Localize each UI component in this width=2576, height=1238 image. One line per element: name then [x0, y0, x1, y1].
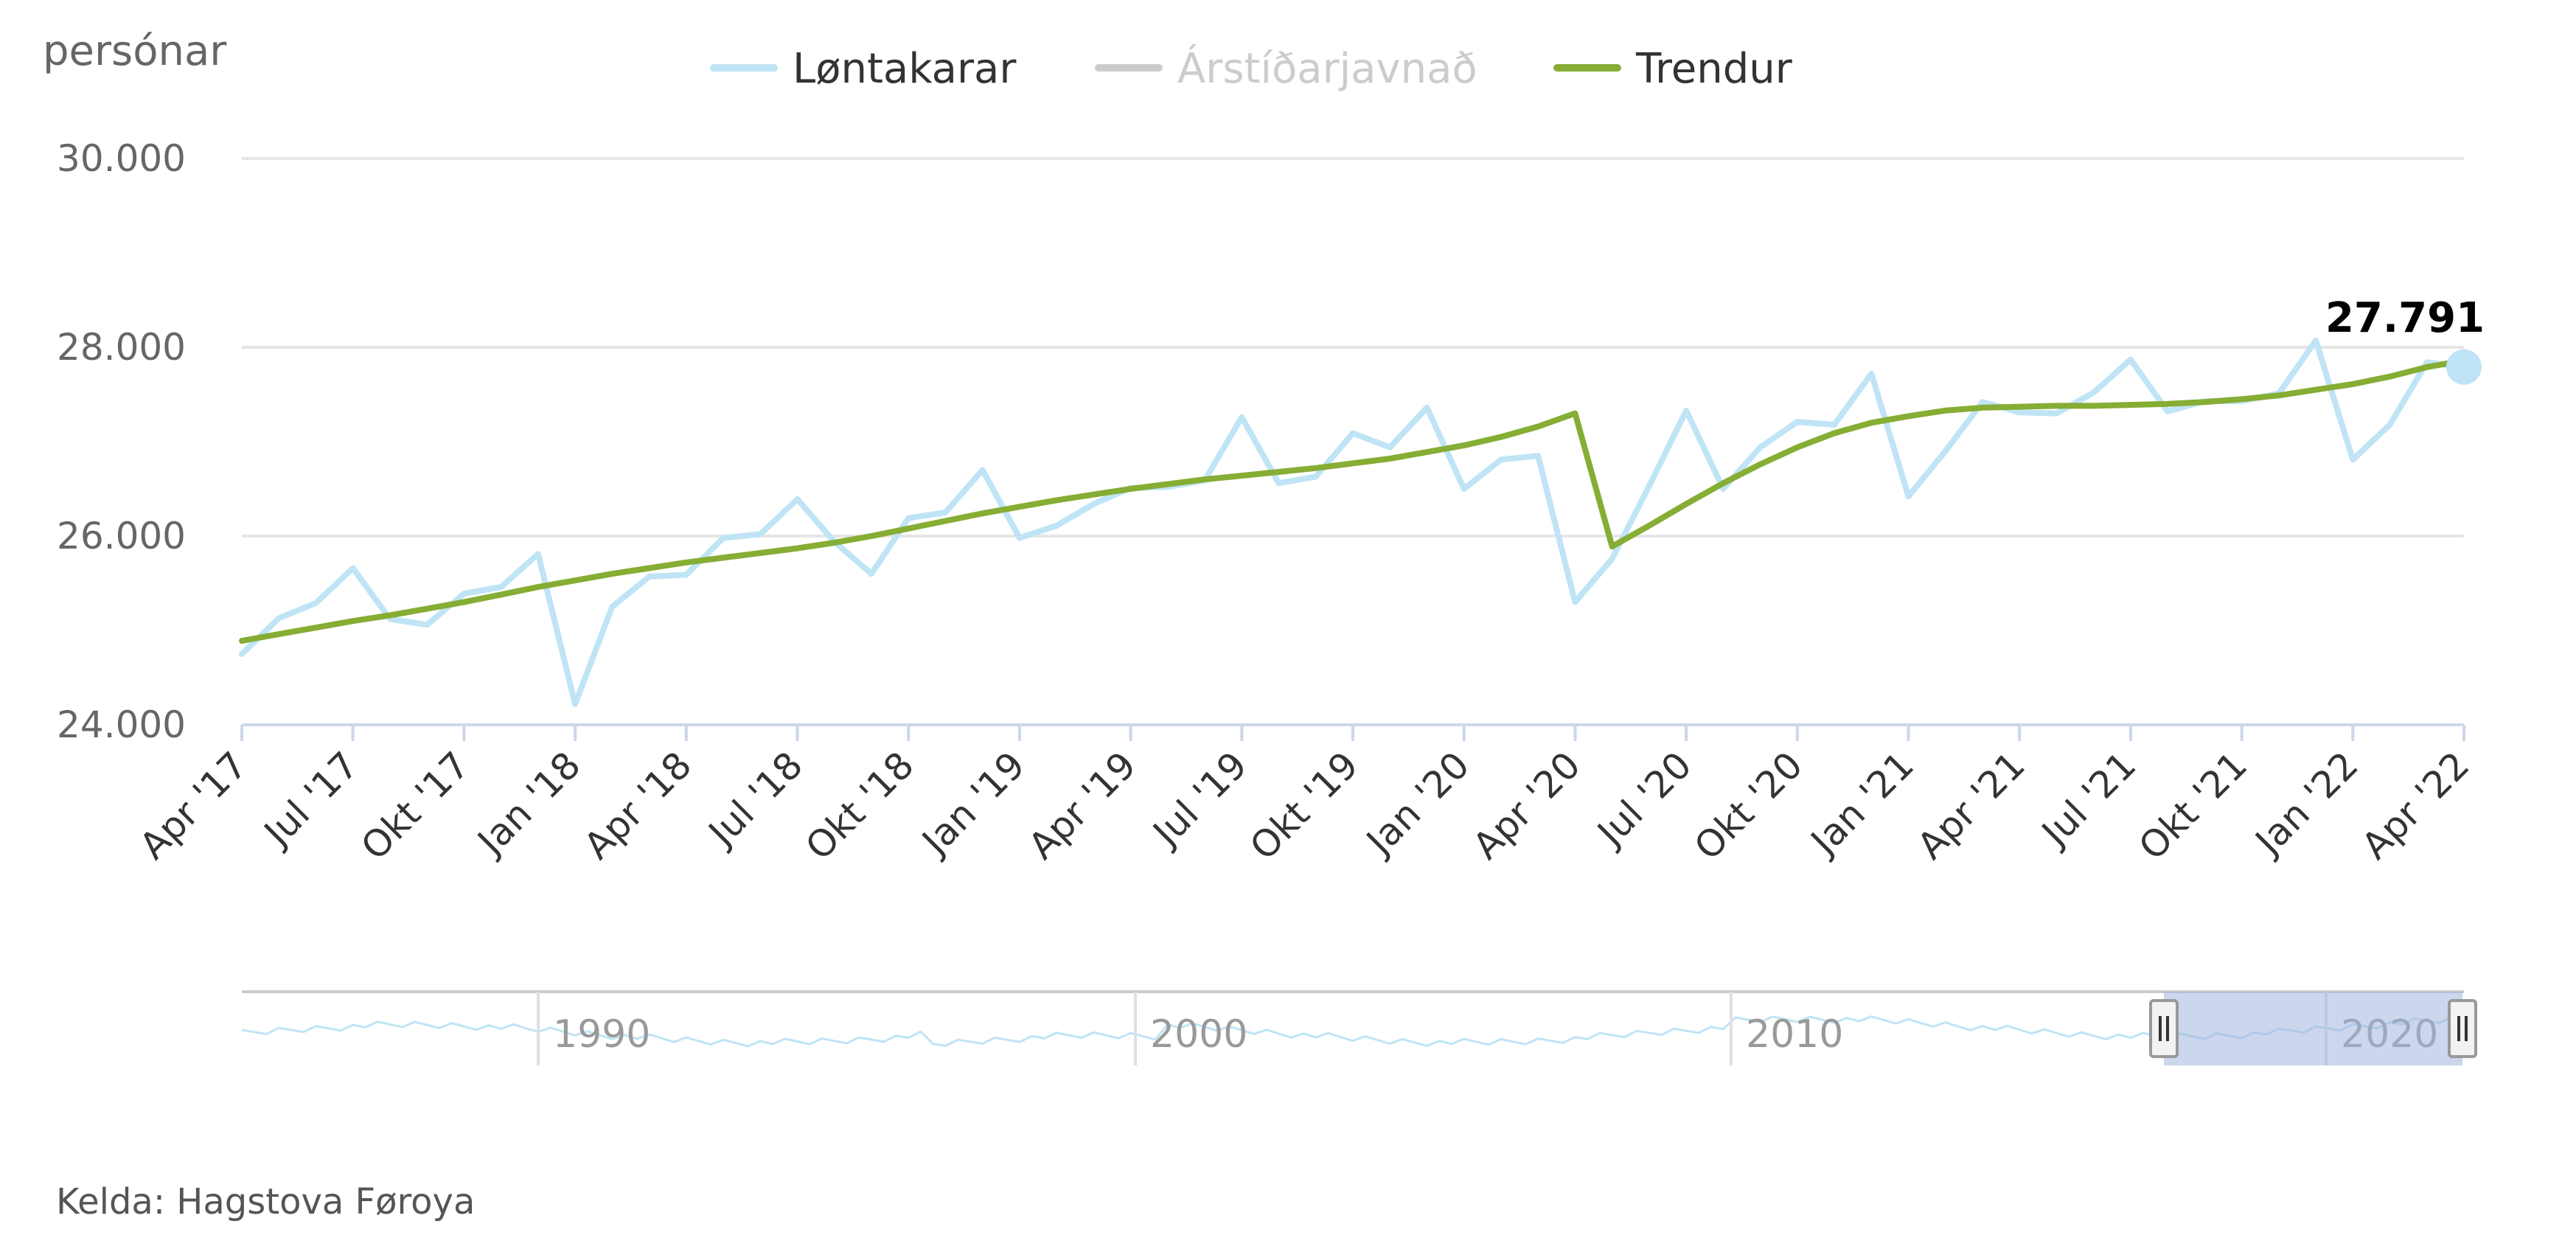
x-tick-label: Okt '20	[1686, 743, 1811, 868]
x-tick-label: Okt '21	[2131, 743, 2255, 868]
x-tick-label: Apr '21	[1910, 743, 2033, 867]
navigator-handle-left[interactable]	[2149, 999, 2179, 1058]
x-tick-label: Jul '18	[699, 743, 811, 855]
x-tick-label: Apr '20	[1465, 743, 1589, 867]
navigator-series	[241, 1015, 2465, 1048]
x-tick-label: Jan '21	[1801, 743, 1922, 864]
navigator-handle-body	[2149, 999, 2179, 1058]
navigator-year-label: 2010	[1746, 1012, 1843, 1057]
x-tick-label: Jan '22	[2246, 743, 2367, 864]
x-tick-label: Okt '19	[1242, 743, 1366, 868]
x-tick-label: Apr '22	[2353, 743, 2477, 867]
series-line-trendur	[239, 357, 2467, 644]
navigator-selection	[2164, 992, 2462, 1065]
x-tick-label: Jan '18	[468, 743, 589, 864]
x-tick-label: Jul '20	[1588, 743, 1700, 855]
x-tick-label: Okt '17	[353, 743, 478, 868]
y-tick-label: 26.000	[57, 515, 186, 557]
y-tick-label: 24.000	[57, 703, 186, 746]
legend: Løntakarar Árstíðarjavnað Trendur	[710, 45, 1793, 93]
y-axis: 24.000 26.000 28.000 30.000	[57, 137, 186, 746]
legend-item-trendur[interactable]: Trendur	[1553, 45, 1793, 93]
last-point-label: 27.791	[2325, 294, 2485, 342]
plot-area	[239, 338, 2467, 707]
navigator-year-label: 1990	[553, 1012, 650, 1057]
x-tick-label: Apr '19	[1020, 743, 1144, 867]
grid-lines	[242, 157, 2464, 538]
y-tick-label: 30.000	[57, 137, 186, 180]
last-point-marker	[2446, 349, 2482, 385]
x-tick-label: Jan '20	[1357, 743, 1478, 864]
last-point-highlight: 27.791	[2322, 291, 2488, 385]
legend-label-arstidarjavnad: Árstíðarjavnað	[1177, 45, 1477, 93]
navigator-handle-body	[2448, 999, 2477, 1058]
navigator[interactable]: 1990200020102020	[241, 990, 2477, 1065]
x-tick-label: Jul '19	[1143, 743, 1256, 855]
x-tick-label: Apr '18	[576, 743, 700, 867]
legend-item-arstidarjavnad[interactable]: Árstíðarjavnað	[1095, 45, 1477, 93]
x-tick-label: Apr '17	[131, 743, 255, 867]
navigator-handle-right[interactable]	[2448, 999, 2477, 1058]
series-line-lontakarar	[239, 338, 2467, 707]
legend-item-lontakarar[interactable]: Løntakarar	[710, 45, 1017, 93]
x-tick-label: Jan '19	[913, 743, 1034, 864]
x-tick-label: Okt '18	[798, 743, 922, 868]
x-tick-label: Jul '17	[254, 743, 366, 855]
y-tick-label: 28.000	[57, 326, 186, 369]
legend-label-lontakarar: Løntakarar	[793, 45, 1017, 93]
x-tick-label: Jul '21	[2033, 743, 2145, 855]
source-credit: Kelda: Hagstova Føroya	[56, 1181, 475, 1223]
legend-label-trendur: Trendur	[1635, 45, 1793, 93]
navigator-year-label: 2000	[1150, 1012, 1247, 1057]
y-axis-title: persónar	[43, 27, 227, 75]
